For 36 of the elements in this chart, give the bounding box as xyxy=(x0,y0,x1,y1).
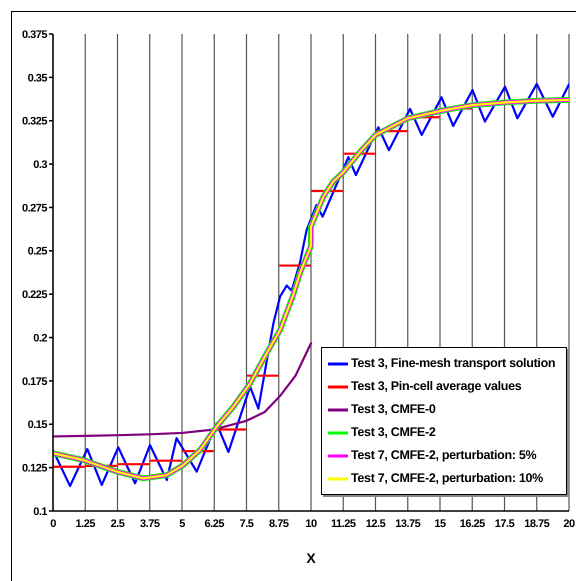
x-tick-label: 20 xyxy=(563,518,575,530)
legend-label: Test 3, CMFE-0 xyxy=(351,401,436,418)
legend-label: Test 7, CMFE-2, perturbation: 10% xyxy=(351,470,543,487)
x-tick-label: 1.25 xyxy=(76,518,96,530)
y-tick-label: 0.15 xyxy=(28,419,48,432)
legend-label: Test 3, Pin-cell average values xyxy=(351,378,522,395)
y-tick-label: 0.1 xyxy=(33,506,48,518)
x-tick-label: 15 xyxy=(434,518,446,530)
y-tick-label: 0.35 xyxy=(28,72,48,84)
y-tick-label: 0.225 xyxy=(22,289,48,302)
x-tick-label: 13.75 xyxy=(395,518,421,530)
y-tick-label: 0.175 xyxy=(22,376,48,388)
y-tick-label: 0.325 xyxy=(22,116,48,128)
y-tick-label: 0.3 xyxy=(33,158,48,171)
x-tick-label: 16.25 xyxy=(460,518,486,530)
x-tick-label: 17.5 xyxy=(494,518,515,530)
y-tick-label: 0.2 xyxy=(33,332,48,344)
x-tick-label: 10 xyxy=(305,518,317,530)
y-tick-label: 0.125 xyxy=(22,462,48,475)
x-tick-label: 8.75 xyxy=(269,518,289,530)
y-tick-label: 0.275 xyxy=(22,202,48,214)
x-tick-label: 6.25 xyxy=(204,518,224,530)
x-tick-label: 2.5 xyxy=(110,518,125,530)
y-tick-label: 0.25 xyxy=(28,246,48,258)
y-tick-label: 0.375 xyxy=(22,28,48,41)
x-tick-label: 12.5 xyxy=(366,518,386,530)
x-tick-label: 3.75 xyxy=(140,518,160,530)
legend-label: Test 3, Fine-mesh transport solution xyxy=(351,355,556,372)
x-tick-label: 5 xyxy=(179,518,186,530)
legend-label: Test 3, CMFE-2 xyxy=(351,424,436,441)
x-axis-title: X xyxy=(306,550,316,566)
x-tick-label: 0 xyxy=(50,518,56,530)
x-tick-label: 7.5 xyxy=(240,518,254,530)
x-tick-label: 18.75 xyxy=(524,518,550,530)
x-tick-label: 11.25 xyxy=(331,518,356,530)
legend-label: Test 7, CMFE-2, perturbation: 5% xyxy=(351,447,536,464)
